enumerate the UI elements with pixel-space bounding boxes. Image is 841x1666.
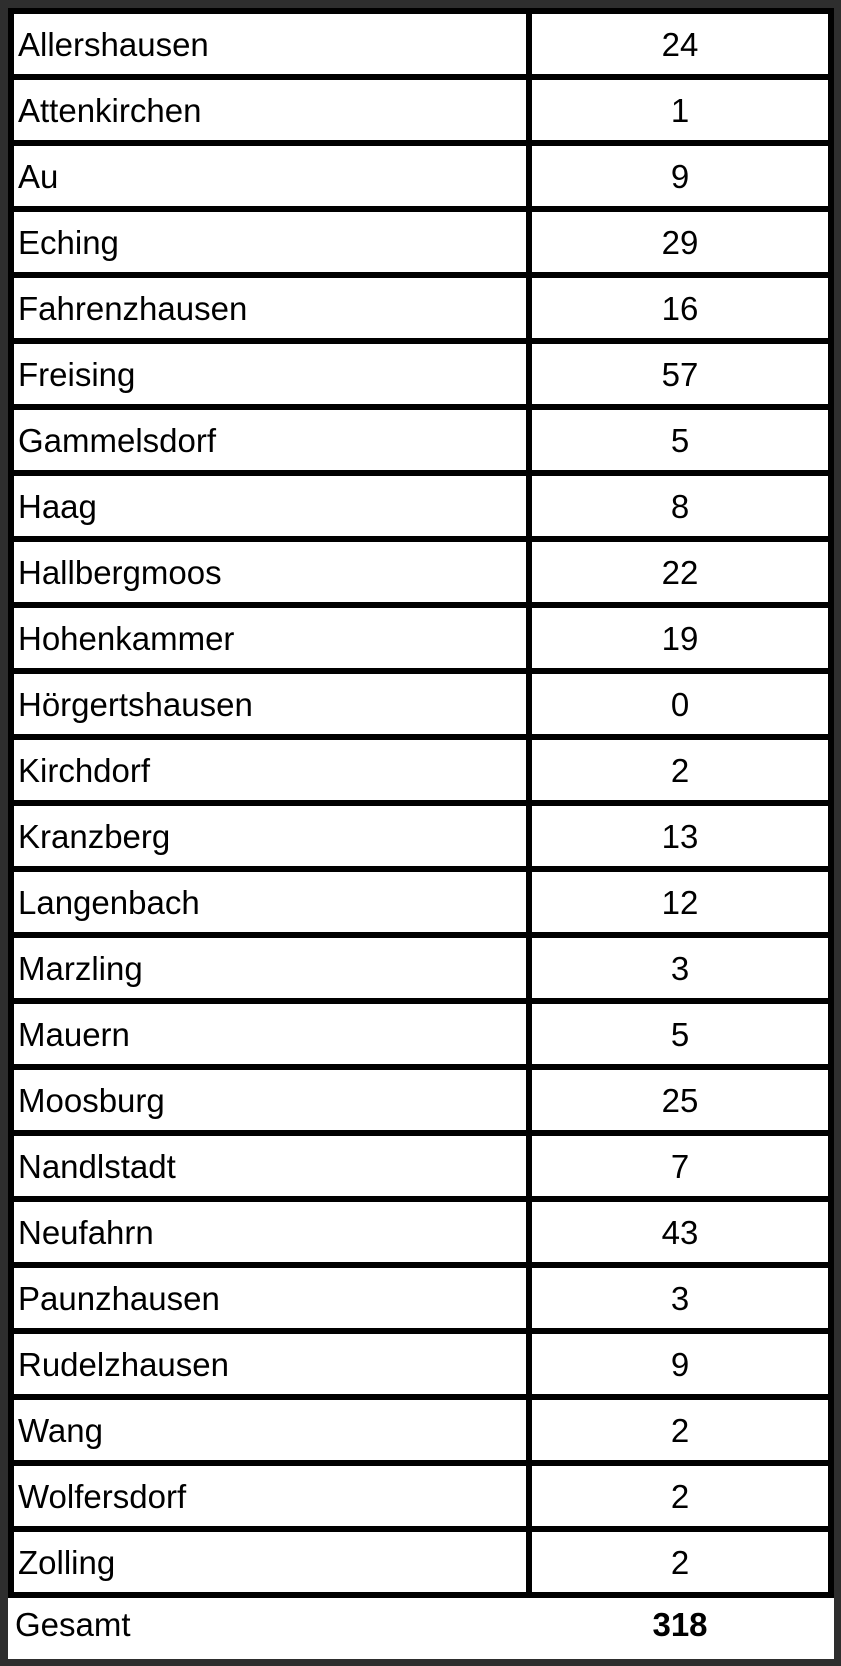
municipality-name: Neufahrn — [8, 1196, 532, 1268]
total-value: 318 — [652, 1605, 708, 1643]
municipality-value: 24 — [526, 8, 834, 80]
table-row: Nandlstadt 7 — [8, 1130, 834, 1202]
municipality-value: 43 — [526, 1196, 834, 1268]
municipality-name: Freising — [8, 338, 532, 410]
municipality-name: Wang — [8, 1394, 532, 1466]
municipality-value: 16 — [526, 272, 834, 344]
municipality-value: 9 — [526, 1328, 834, 1400]
municipality-name: Kranzberg — [8, 800, 532, 872]
municipality-value: 0 — [526, 668, 834, 740]
municipality-value: 7 — [526, 1130, 834, 1202]
municipality-name: Hallbergmoos — [8, 536, 532, 608]
municipality-name: Langenbach — [8, 866, 532, 938]
municipality-value: 5 — [526, 998, 834, 1070]
municipality-name: Rudelzhausen — [8, 1328, 532, 1400]
table-row: Langenbach 12 — [8, 866, 834, 938]
municipality-value: 5 — [526, 404, 834, 476]
table-row: Fahrenzhausen 16 — [8, 272, 834, 344]
municipality-name: Eching — [8, 206, 532, 278]
municipality-value: 2 — [526, 1394, 834, 1466]
table-row: Hallbergmoos 22 — [8, 536, 834, 608]
table-row: Wang 2 — [8, 1394, 834, 1466]
municipality-name: Haag — [8, 470, 532, 542]
table-row: Hohenkammer 19 — [8, 602, 834, 674]
municipality-name: Hohenkammer — [8, 602, 532, 674]
table-row: Wolfersdorf 2 — [8, 1460, 834, 1532]
municipality-value: 3 — [526, 932, 834, 1004]
municipality-value: 9 — [526, 140, 834, 212]
table-row: Haag 8 — [8, 470, 834, 542]
table-row: Freising 57 — [8, 338, 834, 410]
table-row: Marzling 3 — [8, 932, 834, 1004]
municipality-name: Hörgertshausen — [8, 668, 532, 740]
municipality-name: Mauern — [8, 998, 532, 1070]
municipality-value: 8 — [526, 470, 834, 542]
table-row: Allershausen 24 — [8, 8, 834, 80]
municipality-name: Marzling — [8, 932, 532, 1004]
municipality-value: 57 — [526, 338, 834, 410]
municipality-name: Moosburg — [8, 1064, 532, 1136]
municipality-value: 29 — [526, 206, 834, 278]
municipality-name: Wolfersdorf — [8, 1460, 532, 1532]
municipality-value: 2 — [526, 1460, 834, 1532]
table-row: Kranzberg 13 — [8, 800, 834, 872]
municipality-value: 2 — [526, 1526, 834, 1598]
table-row: Mauern 5 — [8, 998, 834, 1070]
municipality-name: Kirchdorf — [8, 734, 532, 806]
table-row: Eching 29 — [8, 206, 834, 278]
table-row: Hörgertshausen 0 — [8, 668, 834, 740]
municipality-name: Gammelsdorf — [8, 404, 532, 476]
municipality-name: Allershausen — [8, 8, 532, 80]
table-sheet: Allershausen 24 Attenkirchen 1 Au 9 Eching 29 Fa… — [8, 8, 834, 1659]
total-label: Gesamt — [15, 1605, 131, 1643]
table-row: Kirchdorf 2 — [8, 734, 834, 806]
municipality-name: Fahrenzhausen — [8, 272, 532, 344]
table-row: Rudelzhausen 9 — [8, 1328, 834, 1400]
municipality-value: 12 — [526, 866, 834, 938]
municipality-name: Zolling — [8, 1526, 532, 1598]
table-row: Gammelsdorf 5 — [8, 404, 834, 476]
municipality-value: 13 — [526, 800, 834, 872]
municipality-value: 25 — [526, 1064, 834, 1136]
municipality-name: Au — [8, 140, 532, 212]
municipality-table: Allershausen 24 Attenkirchen 1 Au 9 Eching 29 Fa… — [8, 8, 834, 1650]
table-row: Paunzhausen 3 — [8, 1262, 834, 1334]
municipality-value: 2 — [526, 734, 834, 806]
municipality-value: 3 — [526, 1262, 834, 1334]
municipality-name: Paunzhausen — [8, 1262, 532, 1334]
table-row: Zolling 2 — [8, 1526, 834, 1598]
table-row: Au 9 — [8, 140, 834, 212]
municipality-name: Nandlstadt — [8, 1130, 532, 1202]
table-row: Attenkirchen 1 — [8, 74, 834, 146]
table-row: Neufahrn 43 — [8, 1196, 834, 1268]
municipality-value: 1 — [526, 74, 834, 146]
total-row: Gesamt 318 — [11, 1595, 831, 1650]
table-row: Moosburg 25 — [8, 1064, 834, 1136]
municipality-name: Attenkirchen — [8, 74, 532, 146]
municipality-value: 19 — [526, 602, 834, 674]
municipality-value: 22 — [526, 536, 834, 608]
